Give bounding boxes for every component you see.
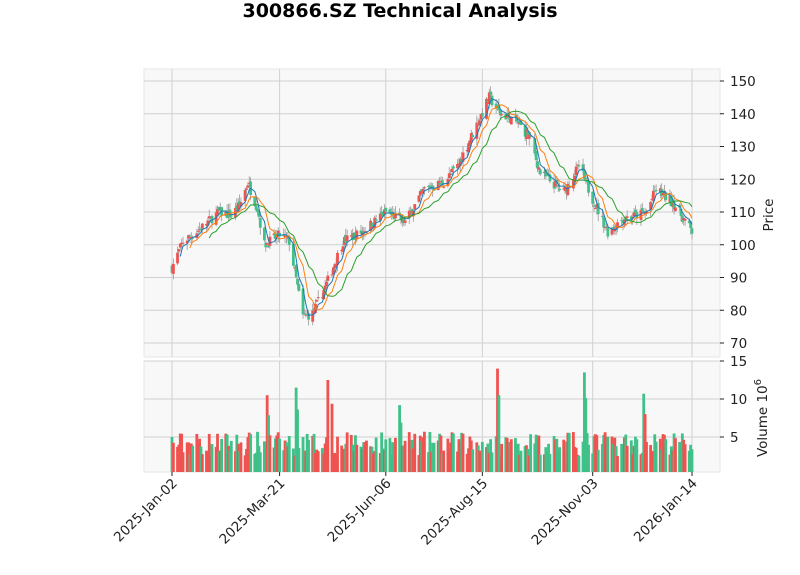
volume-bars — [170, 368, 694, 472]
volume-tick: 15 — [730, 354, 747, 370]
price-tick: 100 — [730, 238, 756, 254]
date-tick: 2026-Jan-14 — [631, 476, 701, 546]
price-tick: 90 — [730, 271, 747, 287]
ma-line — [189, 104, 693, 311]
date-tick: 2025-Jun-06 — [325, 476, 395, 546]
price-tick: 110 — [730, 205, 756, 221]
moving-averages — [179, 98, 693, 316]
price-tick: 130 — [730, 140, 756, 156]
volume-tick: 5 — [730, 430, 739, 446]
price-tick: 70 — [730, 336, 747, 352]
date-axis: 2025-Jan-02 2025-Mar-21 2025-Jun-06 2025-Au… — [111, 472, 701, 549]
volume-tick: 10 — [730, 392, 747, 408]
volume-axis: 5 10 15 — [720, 354, 747, 446]
price-tick: 120 — [730, 172, 756, 188]
date-tick: 2025-Aug-15 — [418, 476, 491, 549]
ma-line — [208, 110, 693, 297]
price-tick: 140 — [730, 107, 756, 123]
price-axis-label: Price — [761, 199, 777, 232]
price-panel — [143, 68, 721, 358]
date-tick: 2025-Mar-21 — [216, 476, 288, 548]
date-tick: 2025-Nov-03 — [528, 476, 601, 549]
date-tick: 2025-Jan-02 — [111, 476, 181, 546]
volume-axis-label: Volume 106 — [753, 379, 771, 457]
ma-line — [179, 98, 693, 316]
candlesticks — [170, 86, 694, 326]
chart-title: 300866.SZ Technical Analysis — [242, 0, 558, 22]
price-tick: 150 — [730, 74, 756, 90]
grid-lines — [144, 69, 720, 472]
price-tick: 80 — [730, 303, 747, 319]
price-axis: 70 80 90 100 110 120 130 140 150 — [720, 74, 756, 352]
